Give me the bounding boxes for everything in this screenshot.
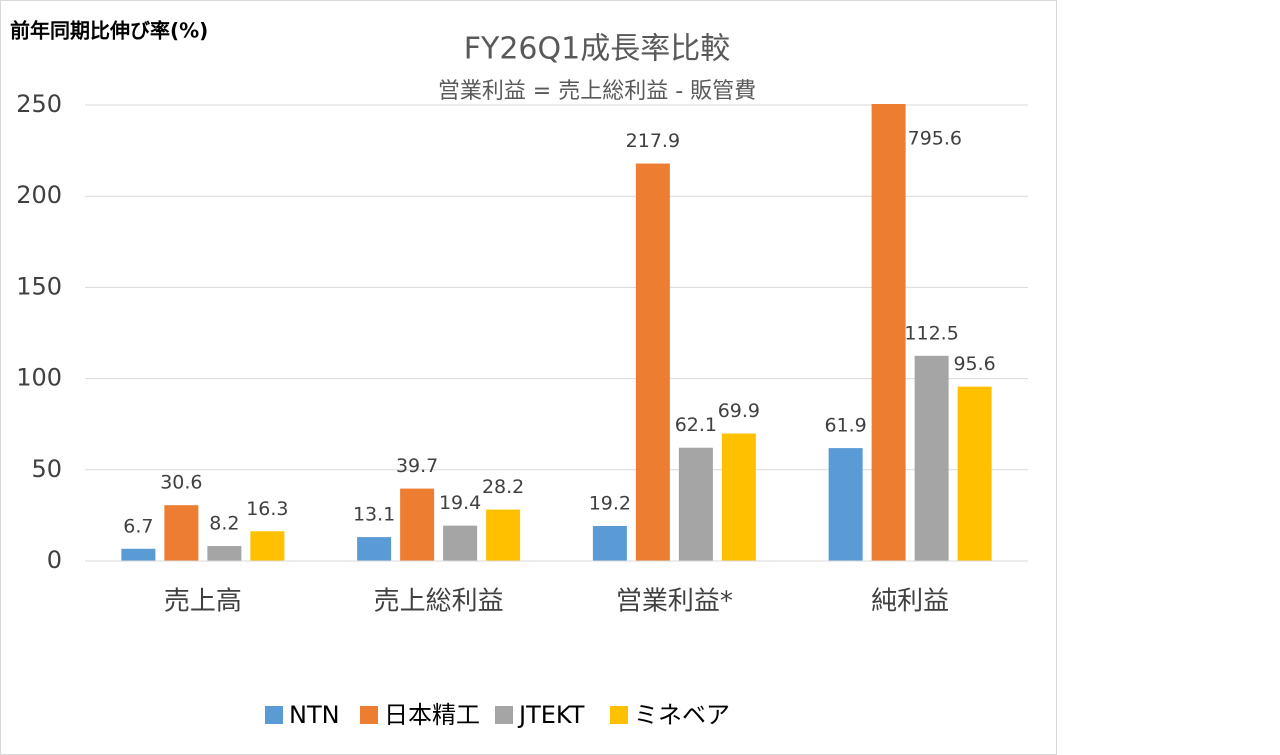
x-tick-label: 純利益 [871, 587, 949, 617]
data-label: 8.2 [209, 513, 239, 535]
data-label: 13.1 [353, 504, 395, 526]
data-label: 30.6 [160, 472, 202, 494]
y-tick-label: 50 [31, 455, 62, 483]
legend-swatch [360, 706, 378, 724]
legend-swatch [610, 706, 628, 724]
bar [828, 448, 863, 561]
data-label: 112.5 [904, 322, 958, 344]
bar [957, 386, 992, 561]
data-label: 95.6 [953, 353, 995, 375]
bar [357, 537, 392, 561]
legend-swatch [265, 706, 283, 724]
bar [635, 163, 670, 561]
data-label: 6.7 [123, 515, 153, 537]
y-tick-label: 0 [47, 546, 62, 574]
bar [871, 104, 906, 562]
x-tick-label: 売上総利益 [374, 587, 504, 617]
bar [486, 509, 521, 561]
bar [250, 531, 285, 561]
bar [400, 488, 435, 561]
data-label: 69.9 [718, 400, 760, 422]
bar [121, 548, 156, 561]
y-tick-label: 100 [16, 364, 62, 392]
data-label: 795.6 [908, 128, 962, 150]
bar [721, 433, 756, 561]
legend-label: 日本精工 [384, 701, 480, 729]
data-label: 28.2 [482, 476, 524, 498]
y-tick-label: 250 [16, 90, 62, 118]
data-label: 19.2 [589, 492, 631, 514]
legend-label: NTN [289, 701, 340, 729]
data-label: 62.1 [675, 414, 717, 436]
x-tick-label: 営業利益* [616, 587, 733, 617]
legend-swatch [495, 706, 513, 724]
bars [121, 104, 992, 562]
y-tick-label: 200 [16, 181, 62, 209]
chart-title: FY26Q1成長率比較 [464, 32, 730, 67]
x-tick-label: 売上高 [164, 587, 242, 617]
data-label: 217.9 [626, 130, 680, 152]
bar [914, 355, 949, 561]
data-label: 16.3 [246, 498, 288, 520]
bar [164, 505, 199, 561]
bar [207, 546, 242, 561]
data-label: 39.7 [396, 455, 438, 477]
bar [592, 525, 627, 561]
legend-label: JTEKT [517, 701, 585, 729]
y-tick-label: 150 [16, 272, 62, 300]
data-label: 61.9 [824, 415, 866, 437]
y-axis-label: 前年同期比伸び率(%) [10, 19, 208, 43]
bar [443, 525, 478, 561]
legend-label: ミネベア [634, 701, 730, 729]
data-label: 19.4 [439, 492, 481, 514]
bar [678, 447, 713, 561]
chart-subtitle: 営業利益 = 売上総利益 - 販管費 [438, 79, 756, 104]
